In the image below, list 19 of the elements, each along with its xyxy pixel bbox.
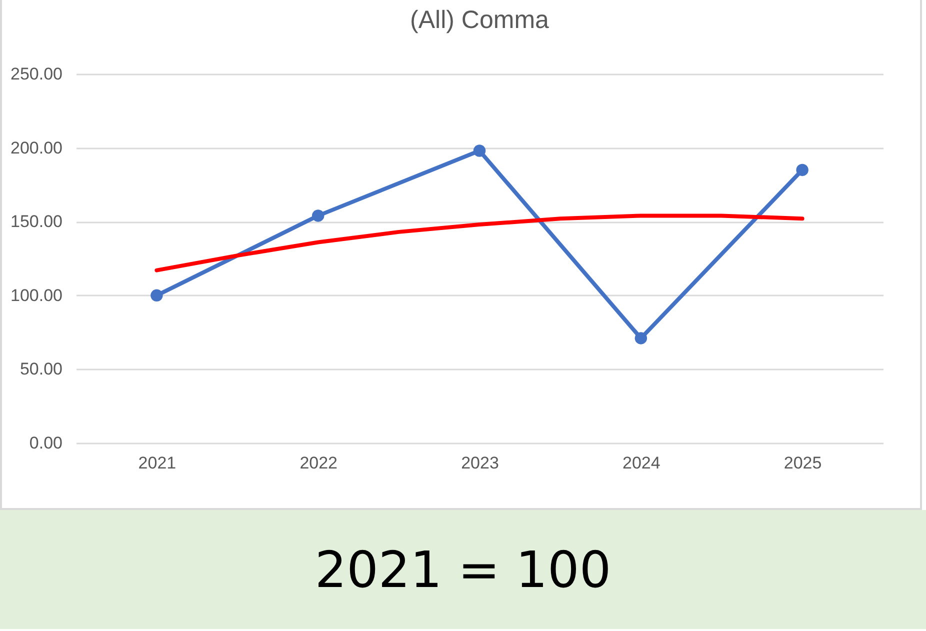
x-tick-label: 2024: [622, 454, 660, 472]
point: [312, 210, 324, 222]
y-tick-label: 100.00: [10, 286, 62, 305]
x-tick-label: 2022: [300, 454, 338, 472]
point: [796, 164, 808, 176]
text: 2021 = 100: [0, 510, 926, 629]
line-series: [154, 214, 804, 272]
y-tick-label: 50.00: [20, 360, 62, 379]
point: [634, 332, 648, 344]
x-tick-label: 2021: [138, 454, 176, 472]
y-tick-label: 150.00: [10, 212, 62, 232]
y-tick-label: 200.00: [10, 138, 62, 158]
y-tick-label: 250.00: [10, 64, 62, 84]
y-tick-label: 0.00: [29, 434, 62, 452]
point: [473, 144, 486, 157]
chart-title: (All) Comma: [410, 6, 550, 34]
point: [150, 289, 163, 302]
x-tick-label: 2025: [784, 454, 822, 472]
x-tick-label: 2023: [461, 454, 499, 472]
